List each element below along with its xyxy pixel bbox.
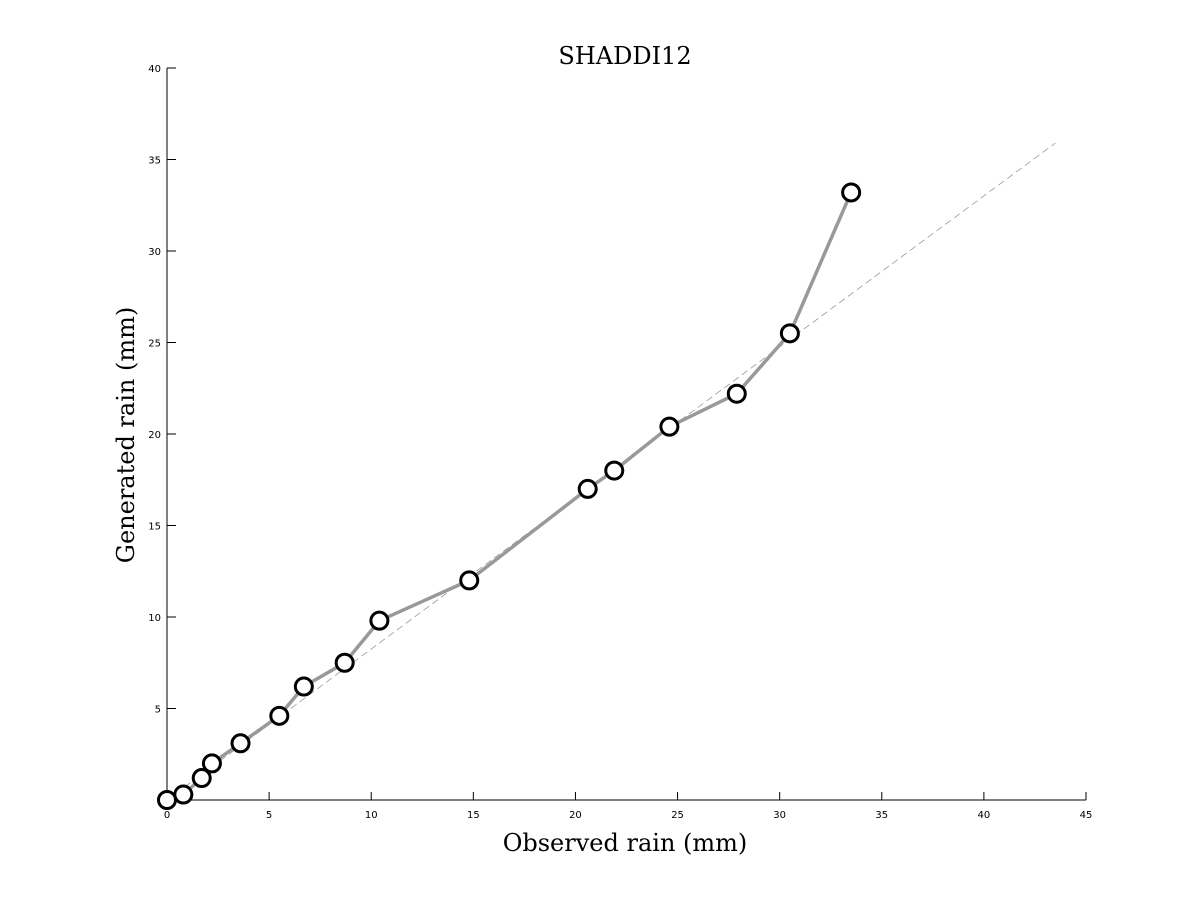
- data-point: [334, 652, 355, 673]
- y-tick-label: 35: [148, 156, 161, 167]
- data-point: [369, 610, 390, 631]
- series-line: [165, 190, 853, 802]
- data-point: [173, 784, 194, 805]
- data-point: [230, 733, 251, 754]
- x-tick-label: 35: [875, 810, 888, 821]
- y-tick-label: 5: [155, 705, 161, 716]
- y-tick-label: 15: [148, 522, 161, 533]
- x-axis-label: Observed rain (mm): [503, 829, 748, 857]
- x-tick-label: 0: [164, 810, 170, 821]
- y-tick-label: 25: [148, 339, 161, 350]
- data-point: [659, 416, 680, 437]
- x-tick-label: 40: [978, 810, 991, 821]
- y-tick-label: 20: [148, 430, 161, 441]
- x-tick-label: 15: [467, 810, 480, 821]
- data-point: [604, 460, 625, 481]
- x-tick-label: 25: [671, 810, 684, 821]
- y-tick-label: 30: [148, 247, 161, 258]
- series-layer: [157, 182, 862, 810]
- data-point: [269, 705, 290, 726]
- x-tick-label: 30: [773, 810, 786, 821]
- data-point: [293, 676, 314, 697]
- x-tick-label: 10: [365, 810, 378, 821]
- data-point: [201, 753, 222, 774]
- y-tick-label: 40: [148, 64, 161, 75]
- data-point: [779, 323, 800, 344]
- data-point: [157, 790, 177, 810]
- data-point: [459, 570, 480, 591]
- axes: 0 5 10 15 20 25 30 35 40 45 5 10 15 20 25 30 35 40: [148, 64, 1092, 821]
- data-point: [191, 768, 212, 789]
- data-point: [841, 182, 862, 203]
- y-axis-label: Generated rain (mm): [112, 307, 140, 563]
- data-point: [726, 383, 747, 404]
- chart-title: SHADDI12: [558, 42, 691, 70]
- x-tick-label: 5: [266, 810, 272, 821]
- data-point: [577, 478, 598, 499]
- x-tick-label: 20: [569, 810, 582, 821]
- x-tick-label: 45: [1080, 810, 1093, 821]
- y-tick-label: 10: [148, 613, 161, 624]
